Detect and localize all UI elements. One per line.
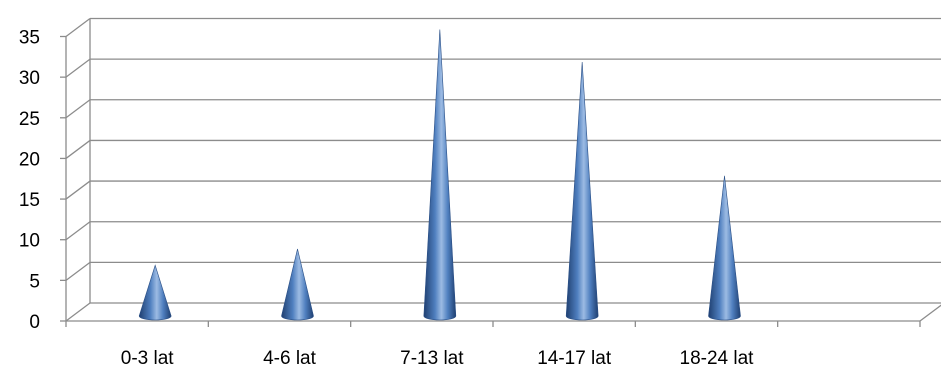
gridline-diagonal: [65, 139, 91, 159]
y-tick-label: 25: [19, 109, 40, 130]
gridline-diagonal: [65, 302, 91, 322]
cone-bar: [565, 61, 599, 321]
cone-body: [708, 175, 741, 321]
y-tick-label: 10: [19, 231, 40, 252]
gridline-diagonal: [65, 99, 91, 119]
cones: [138, 29, 741, 321]
x-tick-label: 4-6 lat: [263, 348, 317, 367]
axes: [60, 35, 941, 327]
cone-bar: [281, 248, 314, 321]
y-tick-label: 35: [19, 28, 40, 49]
x-tick-label: 7-13 lat: [400, 348, 464, 367]
y-tick-label: 5: [29, 271, 40, 292]
cone-body: [423, 29, 457, 321]
cone-bar: [423, 29, 457, 321]
y-tick-label: 15: [19, 190, 40, 211]
gridline-diagonal: [65, 17, 91, 38]
x-tick-label: 0-3 lat: [121, 348, 175, 367]
cone-body: [138, 264, 172, 321]
cone-body: [281, 248, 314, 321]
y-tick-label: 20: [19, 149, 40, 170]
gridline-diagonal: [65, 180, 91, 200]
y-tick-label: 0: [29, 312, 40, 333]
labels: 0 5 10 15 20 25 30 35 0-3 lat 4-6 lat 7-13 lat 14-1…: [19, 28, 754, 367]
floor-right-edge: [919, 304, 941, 322]
grid: [65, 17, 941, 322]
x-tick-label: 18-24 lat: [680, 348, 755, 367]
gridline-diagonal: [65, 261, 91, 281]
y-tick-label: 30: [19, 68, 40, 89]
x-tick-label: 14-17 lat: [537, 348, 612, 367]
cone-bar: [708, 175, 741, 321]
cone-body: [565, 61, 599, 321]
gridline-diagonal: [65, 221, 91, 241]
gridline-diagonal: [65, 58, 91, 78]
cone-bar: [138, 264, 172, 321]
